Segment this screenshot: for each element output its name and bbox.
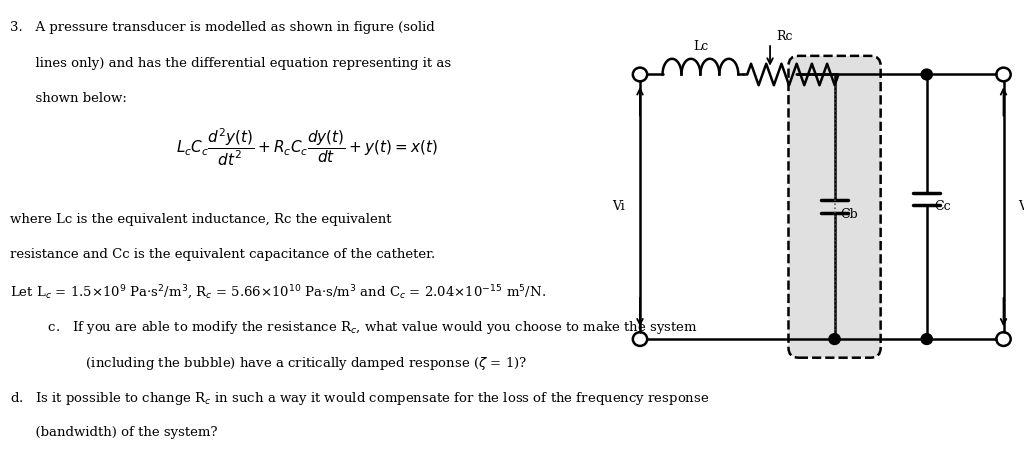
Text: Rc: Rc [776,30,793,43]
Text: shown below:: shown below: [10,92,127,105]
Text: (including the bubble) have a critically damped response ($\zeta$ = 1)?: (including the bubble) have a critically… [10,355,527,372]
Circle shape [828,334,840,345]
Circle shape [922,334,932,345]
Text: lines only) and has the differential equation representing it as: lines only) and has the differential equ… [10,57,452,69]
Text: c.   If you are able to modify the resistance R$_c$, what value would you choose: c. If you are able to modify the resista… [10,319,698,336]
Text: $L_cC_c\dfrac{d^2y(t)}{dt^2} + R_cC_c\dfrac{dy(t)}{dt} + y(t) = x(t)$: $L_cC_c\dfrac{d^2y(t)}{dt^2} + R_cC_c\df… [176,127,438,168]
Text: where Lc is the equivalent inductance, Rc the equivalent: where Lc is the equivalent inductance, R… [10,213,392,226]
Text: resistance and Cc is the equivalent capacitance of the catheter.: resistance and Cc is the equivalent capa… [10,248,435,261]
FancyBboxPatch shape [788,56,881,357]
Text: Cc: Cc [934,200,950,213]
Text: d.   Is it possible to change R$_c$ in such a way it would compensate for the lo: d. Is it possible to change R$_c$ in suc… [10,390,710,407]
Text: Vo: Vo [1018,200,1024,213]
Text: Lc: Lc [693,40,708,53]
Circle shape [922,69,932,80]
Text: Let L$_c$ = 1.5$\times$10$^9$ Pa$\cdot$s$^2$/m$^3$, R$_c$ = 5.66$\times$10$^{10}: Let L$_c$ = 1.5$\times$10$^9$ Pa$\cdot$s… [10,284,546,302]
Text: Cb: Cb [841,208,858,221]
Text: Vi: Vi [612,200,625,213]
Text: (bandwidth) of the system?: (bandwidth) of the system? [10,426,218,439]
Text: 3.   A pressure transducer is modelled as shown in figure (solid: 3. A pressure transducer is modelled as … [10,21,435,34]
